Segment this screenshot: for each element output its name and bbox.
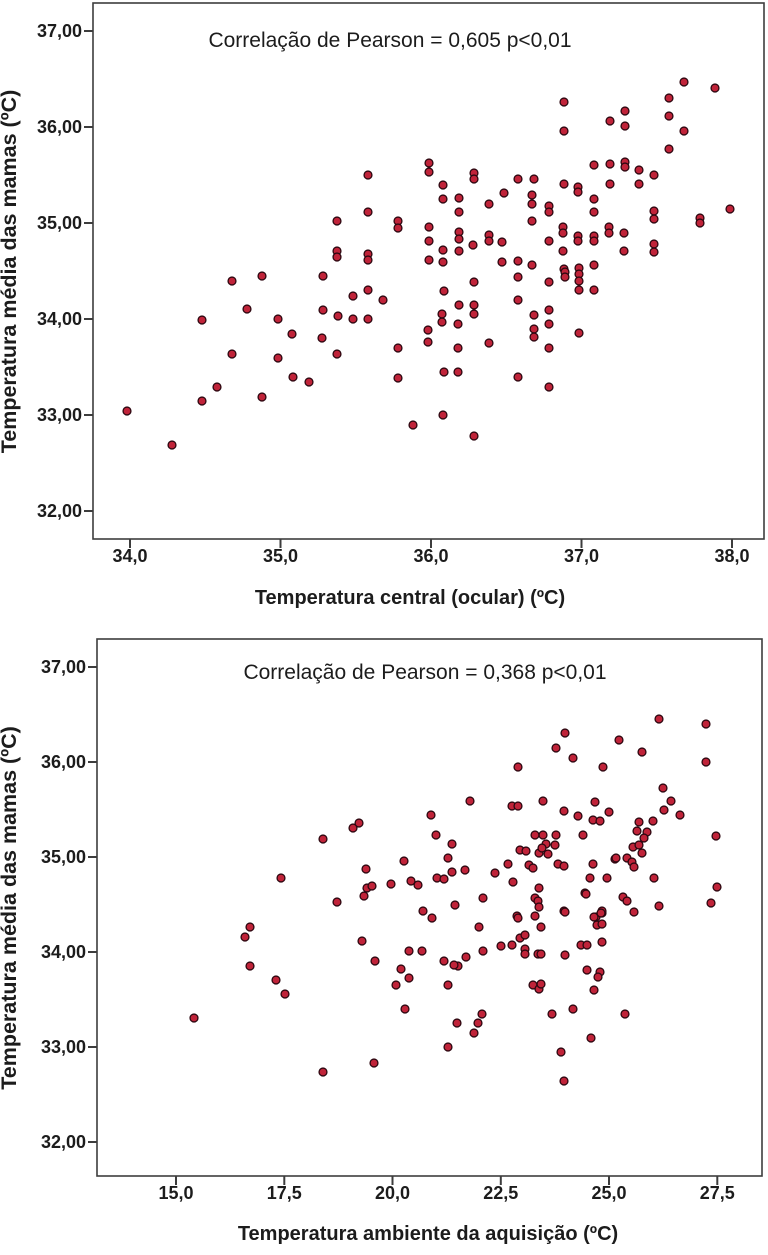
svg-text:22,5: 22,5 [483,1183,518,1203]
svg-text:15,0: 15,0 [158,1183,193,1203]
svg-text:37,00: 37,00 [37,21,82,41]
svg-text:37,00: 37,00 [41,657,86,677]
svg-text:Correlação de Pearson = 0,368: Correlação de Pearson = 0,368 p<0,01 [243,661,606,684]
svg-text:35,00: 35,00 [41,847,86,867]
svg-text:17,5: 17,5 [267,1183,302,1203]
svg-text:36,00: 36,00 [37,117,82,137]
svg-text:25,0: 25,0 [591,1183,626,1203]
svg-text:20,0: 20,0 [375,1183,410,1203]
svg-text:33,00: 33,00 [41,1037,86,1057]
svg-text:32,00: 32,00 [41,1132,86,1152]
svg-text:Correlação de Pearson = 0,605: Correlação de Pearson = 0,605 p<0,01 [208,29,571,52]
svg-text:34,00: 34,00 [41,942,86,962]
svg-text:Temperatura ambiente da aquisi: Temperatura ambiente da aquisição (ºC) [238,1223,618,1245]
svg-text:Temperatura média das mamas (º: Temperatura média das mamas (ºC) [0,90,21,454]
svg-text:34,0: 34,0 [112,546,147,566]
svg-text:33,00: 33,00 [37,405,82,425]
svg-text:27,5: 27,5 [700,1183,735,1203]
svg-text:37,0: 37,0 [564,546,599,566]
svg-text:34,00: 34,00 [37,309,82,329]
svg-text:36,00: 36,00 [41,752,86,772]
svg-text:35,00: 35,00 [37,213,82,233]
svg-text:36,0: 36,0 [413,546,448,566]
svg-text:32,00: 32,00 [37,501,82,521]
svg-text:38,0: 38,0 [714,546,749,566]
svg-text:Temperatura média das mamas (º: Temperatura média das mamas (ºC) [0,726,21,1090]
svg-text:35,0: 35,0 [263,546,298,566]
svg-text:Temperatura central (ocular) (: Temperatura central (ocular) (ºC) [255,587,565,609]
